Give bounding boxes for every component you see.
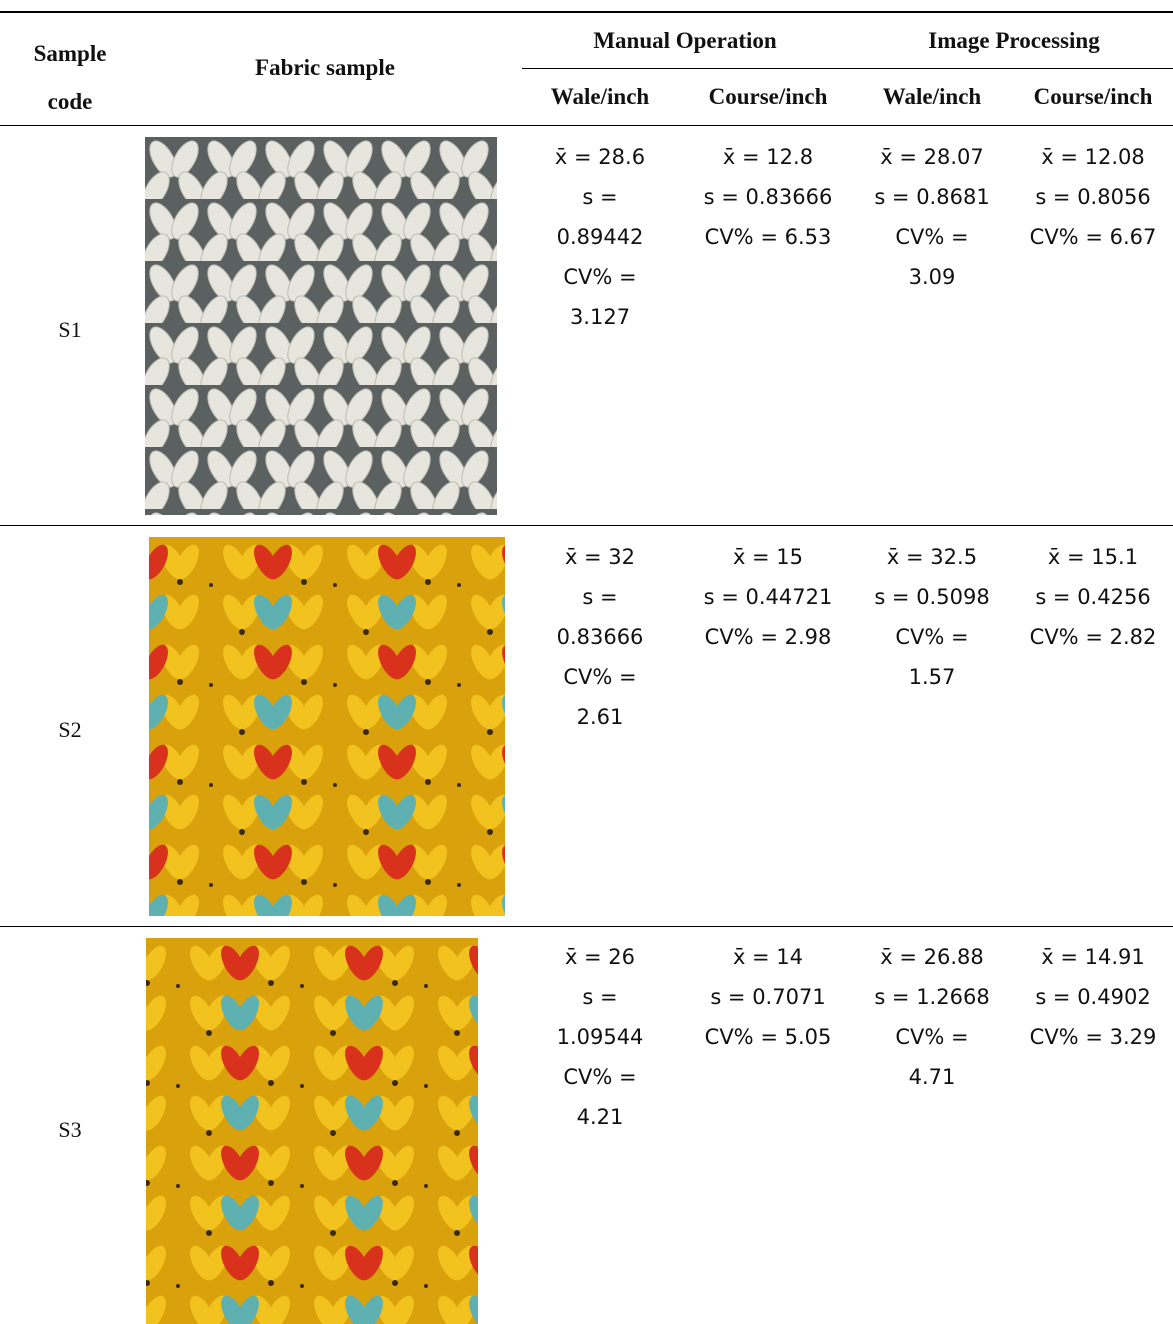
column-header: Wale/inch bbox=[520, 84, 680, 110]
cell-line: x̄ = 28.07 bbox=[850, 137, 1014, 177]
cell-line: CV% = 6.53 bbox=[686, 217, 850, 257]
cell-line: x̄ = 32 bbox=[518, 537, 682, 577]
sample-code: S2 bbox=[20, 717, 120, 743]
cell-line: 1.57 bbox=[850, 657, 1014, 697]
cell-line: 3.127 bbox=[518, 297, 682, 337]
cell-line: CV% = 2.82 bbox=[1011, 617, 1173, 657]
cell-line: x̄ = 14.91 bbox=[1011, 937, 1173, 977]
cell-line: 1.09544 bbox=[518, 1017, 682, 1057]
cell-line: s = 0.8056 bbox=[1011, 177, 1173, 217]
cell-line: s = 0.44721 bbox=[686, 577, 850, 617]
cell-line: x̄ = 26 bbox=[518, 937, 682, 977]
cell-line: x̄ = 32.5 bbox=[850, 537, 1014, 577]
fabric-image bbox=[149, 537, 505, 916]
row-rule bbox=[0, 926, 1173, 927]
group-rule bbox=[522, 68, 1173, 69]
cell-line: 0.83666 bbox=[518, 617, 682, 657]
cell-line: s = 0.4902 bbox=[1011, 977, 1173, 1017]
cell-line: 2.61 bbox=[518, 697, 682, 737]
cell-line: x̄ = 12.8 bbox=[686, 137, 850, 177]
cell-line: s = bbox=[518, 577, 682, 617]
fabric-image bbox=[146, 938, 508, 1324]
cell-line: x̄ = 14 bbox=[686, 937, 850, 977]
cell-line: CV% = 3.29 bbox=[1011, 1017, 1173, 1057]
cell-line: s = 0.4256 bbox=[1011, 577, 1173, 617]
cell-line: CV% = bbox=[850, 617, 1014, 657]
column-header: Course/inch bbox=[1013, 84, 1173, 110]
cell-line: CV% = 6.67 bbox=[1011, 217, 1173, 257]
sample-code: S1 bbox=[20, 317, 120, 343]
cell-line: CV% = 5.05 bbox=[686, 1017, 850, 1057]
cell-line: x̄ = 28.6 bbox=[518, 137, 682, 177]
cell-line: CV% = bbox=[850, 1017, 1014, 1057]
cell-line: s = 0.5098 bbox=[850, 577, 1014, 617]
header-fabric-sample: Fabric sample bbox=[225, 55, 425, 81]
sample-code: S3 bbox=[20, 1117, 120, 1143]
column-header: Course/inch bbox=[688, 84, 848, 110]
cell-line: CV% = 2.98 bbox=[686, 617, 850, 657]
cell-line: s = bbox=[518, 177, 682, 217]
cell-line: CV% = bbox=[850, 217, 1014, 257]
column-header: Wale/inch bbox=[852, 84, 1012, 110]
header-sample-code: Sample code bbox=[20, 30, 120, 126]
page: Sample code Fabric sample Manual Operati… bbox=[0, 0, 1173, 1324]
cell-line: 3.09 bbox=[850, 257, 1014, 297]
header-rule bbox=[0, 125, 1173, 126]
cell-line: CV% = bbox=[518, 257, 682, 297]
cell-line: s = 0.8681 bbox=[850, 177, 1014, 217]
cell-line: s = 0.7071 bbox=[686, 977, 850, 1017]
cell-line: x̄ = 26.88 bbox=[850, 937, 1014, 977]
cell-line: x̄ = 15 bbox=[686, 537, 850, 577]
cell-line: s = bbox=[518, 977, 682, 1017]
cell-line: s = 0.83666 bbox=[686, 177, 850, 217]
cell-line: 4.21 bbox=[518, 1097, 682, 1137]
cell-line: CV% = bbox=[518, 657, 682, 697]
header-manual: Manual Operation bbox=[520, 28, 850, 54]
cell-line: 4.71 bbox=[850, 1057, 1014, 1097]
top-rule bbox=[0, 11, 1173, 13]
cell-line: s = 1.2668 bbox=[850, 977, 1014, 1017]
cell-line: x̄ = 12.08 bbox=[1011, 137, 1173, 177]
cell-line: 0.89442 bbox=[518, 217, 682, 257]
fabric-image bbox=[145, 137, 497, 515]
header-image: Image Processing bbox=[855, 28, 1173, 54]
cell-line: CV% = bbox=[518, 1057, 682, 1097]
cell-line: x̄ = 15.1 bbox=[1011, 537, 1173, 577]
row-rule bbox=[0, 525, 1173, 526]
